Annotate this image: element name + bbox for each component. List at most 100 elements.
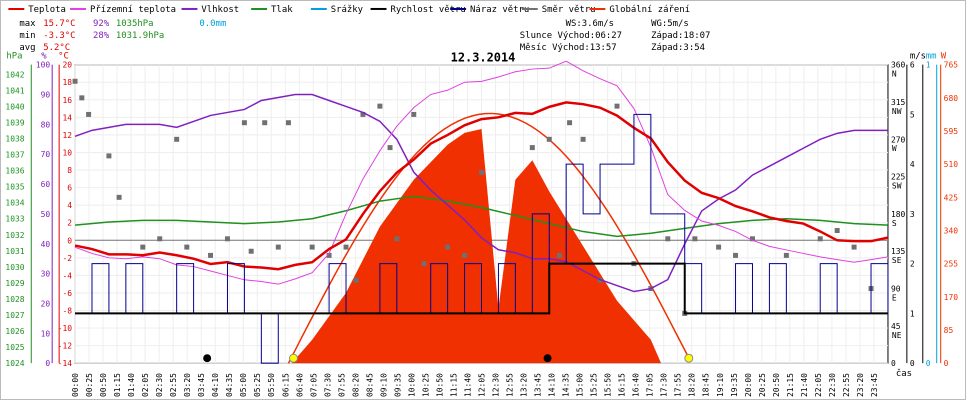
hpa-tick-label: 1035 bbox=[5, 183, 24, 192]
w-tick-label: 170 bbox=[944, 293, 959, 302]
x-tick-label: 19:35 bbox=[730, 373, 739, 397]
x-tick-label: 09:10 bbox=[379, 373, 388, 397]
wind-direction-point bbox=[79, 95, 85, 101]
wind-direction-point bbox=[733, 252, 739, 258]
stat-max-temp: 15.7°C bbox=[43, 19, 75, 29]
x-tick-label: 08:20 bbox=[351, 373, 360, 397]
hpa-tick-label: 1031 bbox=[5, 247, 24, 256]
wind-direction-point bbox=[326, 252, 332, 258]
wind-direction-point bbox=[411, 111, 417, 117]
sunrise-marker bbox=[289, 353, 298, 363]
x-tick-label: 20:25 bbox=[758, 373, 767, 397]
x-tick-label: 07:55 bbox=[337, 373, 346, 397]
moonset-marker bbox=[203, 354, 212, 363]
deg-unit: °C bbox=[58, 52, 69, 62]
legend-label: Globální záření bbox=[609, 5, 690, 15]
x-axis-label: čas bbox=[896, 368, 912, 379]
hpa-tick-label: 1038 bbox=[5, 134, 24, 143]
x-tick-label: 07:30 bbox=[323, 373, 332, 397]
astro-moon-rise: Měsíc Východ:13:57 bbox=[520, 42, 617, 53]
x-tick-label: 19:10 bbox=[716, 373, 725, 397]
x-tick-label: 15:25 bbox=[590, 373, 599, 397]
pct-tick-label: 70 bbox=[41, 150, 51, 159]
wind-direction-point bbox=[86, 111, 92, 117]
x-tick-label: 03:20 bbox=[183, 373, 192, 397]
x-tick-label: 10:00 bbox=[407, 373, 416, 397]
hpa-tick-label: 1042 bbox=[5, 70, 24, 79]
x-tick-label: 01:40 bbox=[127, 373, 136, 397]
ms-unit: m/s bbox=[910, 52, 926, 62]
stat-min-temp: -3.3°C bbox=[43, 31, 75, 41]
dir-name-label: NE bbox=[892, 331, 902, 340]
x-tick-label: 22:55 bbox=[842, 373, 851, 397]
wind-direction-point bbox=[546, 136, 552, 142]
wind-direction-point bbox=[285, 120, 291, 126]
temp-tick-label: -6 bbox=[62, 289, 72, 298]
dir-tick-label: 225 bbox=[891, 173, 906, 182]
x-tick-label: 17:05 bbox=[646, 373, 655, 397]
pct-unit: % bbox=[41, 52, 47, 62]
x-tick-label: 02:05 bbox=[141, 373, 150, 397]
x-tick-label: 17:55 bbox=[674, 373, 683, 397]
dir-name-label: SW bbox=[892, 182, 902, 191]
wind-direction-point bbox=[224, 236, 230, 242]
x-tick-label: 13:20 bbox=[520, 373, 529, 397]
hpa-tick-label: 1034 bbox=[5, 199, 24, 208]
ms-tick-label: 4 bbox=[910, 160, 915, 169]
legend-label: Přízemní teplota bbox=[90, 5, 176, 15]
wind-direction-point bbox=[208, 252, 214, 258]
x-tick-label: 12:05 bbox=[477, 373, 486, 397]
temp-tick-label: 2 bbox=[67, 219, 72, 228]
x-tick-label: 15:50 bbox=[604, 373, 613, 397]
wind-direction-point bbox=[394, 236, 400, 242]
moonrise-marker bbox=[543, 354, 552, 363]
pct-tick-label: 50 bbox=[41, 210, 51, 219]
dir-tick-label: 270 bbox=[891, 135, 906, 144]
x-tick-label: 15:00 bbox=[576, 373, 585, 397]
hpa-tick-label: 1028 bbox=[5, 295, 24, 304]
pct-tick-label: 30 bbox=[41, 270, 51, 279]
w-tick-label: 595 bbox=[944, 127, 959, 136]
wind-direction-point bbox=[462, 252, 468, 258]
dir-tick-label: 360 bbox=[891, 61, 906, 70]
x-tick-label: 02:30 bbox=[155, 373, 164, 397]
wind-direction-point bbox=[783, 252, 789, 258]
w-tick-label: 680 bbox=[944, 94, 959, 103]
hpa-tick-label: 1024 bbox=[5, 359, 24, 368]
temp-tick-label: -14 bbox=[58, 359, 73, 368]
w-tick-label: 340 bbox=[944, 226, 959, 235]
ms-tick-label: 6 bbox=[910, 61, 915, 70]
x-tick-label: 05:50 bbox=[267, 373, 276, 397]
dir-name-label: NW bbox=[892, 107, 902, 116]
temp-tick-label: 12 bbox=[62, 131, 72, 140]
temp-tick-label: 16 bbox=[62, 96, 72, 105]
dir-name-label: SE bbox=[892, 256, 902, 265]
ms-tick-label: 2 bbox=[910, 260, 915, 269]
pct-tick-label: 0 bbox=[45, 359, 50, 368]
wind-direction-point bbox=[556, 252, 562, 258]
wind-direction-point bbox=[116, 194, 122, 200]
x-tick-label: 04:35 bbox=[225, 373, 234, 397]
x-tick-label: 23:45 bbox=[870, 373, 879, 397]
x-tick-label: 20:00 bbox=[744, 373, 753, 397]
stat-min-label: min bbox=[19, 31, 35, 41]
hpa-tick-label: 1029 bbox=[5, 279, 24, 288]
hpa-tick-label: 1026 bbox=[5, 327, 24, 336]
x-tick-label: 13:45 bbox=[534, 373, 543, 397]
stat-max-press: 1035hPa bbox=[116, 19, 154, 29]
wind-direction-point bbox=[174, 136, 180, 142]
ms-tick-label: 1 bbox=[910, 309, 915, 318]
stat-min-hum: 28% bbox=[93, 31, 110, 41]
wind-direction-point bbox=[353, 277, 359, 283]
dir-tick-label: 0 bbox=[891, 359, 896, 368]
stat-max-rain: 0.0mm bbox=[199, 19, 226, 29]
axes: 00:00 00:25 00:50 01:15 01:40 02:05 02:30 02:55… bbox=[5, 61, 958, 397]
dir-name-label: N bbox=[892, 70, 897, 79]
wind-direction-point bbox=[614, 103, 620, 109]
dir-tick-label: 315 bbox=[891, 98, 906, 107]
wind-direction-point bbox=[309, 244, 315, 250]
wind-direction-point bbox=[387, 145, 393, 151]
temp-tick-label: 18 bbox=[62, 78, 72, 87]
x-tick-label: 18:20 bbox=[688, 373, 697, 397]
